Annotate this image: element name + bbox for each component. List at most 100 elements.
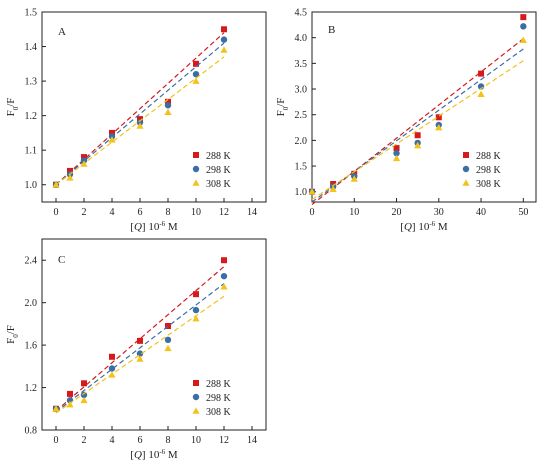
- plot-frame: [311, 11, 537, 203]
- data-point: [108, 136, 116, 143]
- x-tick-label: 4: [110, 435, 115, 446]
- data-point: [164, 102, 172, 109]
- legend-label: 288 K: [206, 379, 232, 390]
- data-point: [67, 167, 73, 174]
- data-point: [136, 122, 144, 129]
- y-tick-label: 2.0: [25, 298, 38, 309]
- x-tick-label: 6: [138, 435, 143, 446]
- legend-marker: [192, 407, 200, 414]
- x-tick-label: 2: [82, 207, 87, 218]
- legend-label: 298 K: [206, 165, 232, 176]
- y-axis-label: F0/F: [5, 325, 20, 344]
- legend-marker: [463, 152, 469, 158]
- y-axis-label: F0/F: [275, 98, 290, 117]
- legend-label: 288 K: [476, 151, 502, 162]
- data-point: [109, 353, 115, 360]
- data-point: [67, 390, 73, 397]
- legend: 288 K 298 K 308 K: [192, 379, 232, 418]
- data-point: [137, 116, 143, 123]
- data-point: [329, 185, 337, 192]
- data-point: [66, 400, 74, 408]
- legend-label: 298 K: [476, 165, 502, 176]
- y-tick-label: 1.0: [295, 187, 308, 198]
- data-point: [164, 344, 172, 352]
- y-tick-label: 1.3: [25, 77, 38, 88]
- data-point: [392, 154, 401, 162]
- data-point: [81, 154, 87, 161]
- data-point: [165, 323, 171, 330]
- x-tick-label: 20: [392, 207, 402, 218]
- legend-marker: [462, 165, 470, 173]
- x-tick-label: 0: [54, 435, 59, 446]
- y-tick-label: 3.0: [295, 85, 308, 96]
- x-tick-label: 12: [219, 435, 229, 446]
- data-point: [81, 380, 87, 387]
- legend-marker: [193, 380, 199, 386]
- data-point: [136, 355, 144, 362]
- data-point: [393, 150, 400, 157]
- y-axis-label: F0/F: [5, 98, 20, 117]
- y-tick-label: 0.8: [25, 426, 38, 437]
- data-point: [193, 291, 199, 298]
- y-tick-label: 1.5: [295, 162, 308, 173]
- y-tick-label: 1.1: [25, 146, 38, 157]
- data-point: [164, 108, 172, 115]
- x-axis-label: [Q] 10-6 M: [130, 448, 178, 461]
- legend: 288 K 298 K 308 K: [192, 151, 232, 190]
- data-point: [52, 181, 60, 188]
- data-point: [414, 141, 422, 149]
- y-tick-label: 1.4: [25, 42, 38, 53]
- y-tick-label: 2.4: [25, 256, 38, 267]
- data-point: [108, 365, 116, 372]
- data-point: [350, 175, 358, 182]
- fit-line-1: [55, 42, 225, 186]
- x-axis-label: [Q] 10-6 M: [400, 220, 448, 233]
- data-point: [220, 36, 228, 43]
- data-point: [520, 23, 527, 30]
- x-tick-label: 10: [349, 207, 359, 218]
- chart-panel-c: 0 2 4 6 8 10 12 14 0.8 1.2 1.6 2.0 2.4 [Q] 10-6 M F0/F…: [5, 238, 267, 461]
- legend-marker: [193, 152, 199, 158]
- x-tick-label: 0: [310, 207, 315, 218]
- data-point: [80, 396, 88, 404]
- x-tick-label: 8: [166, 207, 171, 218]
- data-point: [393, 145, 400, 152]
- fit-line-0: [55, 266, 225, 412]
- legend: 288 K 298 K 308 K: [462, 151, 502, 190]
- data-point: [52, 405, 60, 412]
- data-point: [435, 123, 443, 131]
- x-tick-label: 2: [82, 435, 87, 446]
- y-tick-label: 4.5: [295, 8, 308, 19]
- legend-marker: [192, 165, 200, 173]
- data-point: [221, 257, 227, 264]
- y-tick-label: 1.2: [25, 111, 38, 122]
- y-tick-label: 4.0: [295, 33, 308, 44]
- x-tick-label: 12: [219, 207, 229, 218]
- y-tick-label: 2.0: [295, 136, 308, 147]
- data-point: [192, 314, 200, 322]
- y-tick-label: 1.6: [25, 341, 38, 352]
- x-tick-label: 30: [434, 207, 444, 218]
- data-point: [478, 70, 485, 77]
- y-tick-label: 1.0: [25, 180, 38, 191]
- y-tick-label: 1.2: [25, 383, 38, 394]
- data-point: [165, 98, 171, 105]
- x-tick-label: 50: [518, 207, 528, 218]
- panel-label: C: [58, 254, 65, 266]
- data-point: [192, 77, 200, 84]
- chart-panel-b: 0 10 20 30 40 50 1.0 1.5 2.0 2.5 3.0 3.5 4.0 4.5 [Q] 1…: [275, 8, 537, 233]
- data-point: [192, 306, 200, 314]
- data-point: [308, 188, 316, 195]
- x-tick-label: 10: [191, 207, 201, 218]
- x-tick-label: 4: [110, 207, 115, 218]
- x-tick-label: 14: [247, 207, 257, 218]
- legend-label: 288 K: [206, 151, 232, 162]
- data-point: [80, 391, 88, 399]
- data-point: [108, 371, 116, 378]
- data-point: [109, 129, 115, 136]
- data-point: [220, 283, 228, 290]
- data-point: [220, 272, 228, 280]
- legend-label: 308 K: [206, 179, 232, 190]
- y-tick-label: 1.5: [25, 8, 38, 19]
